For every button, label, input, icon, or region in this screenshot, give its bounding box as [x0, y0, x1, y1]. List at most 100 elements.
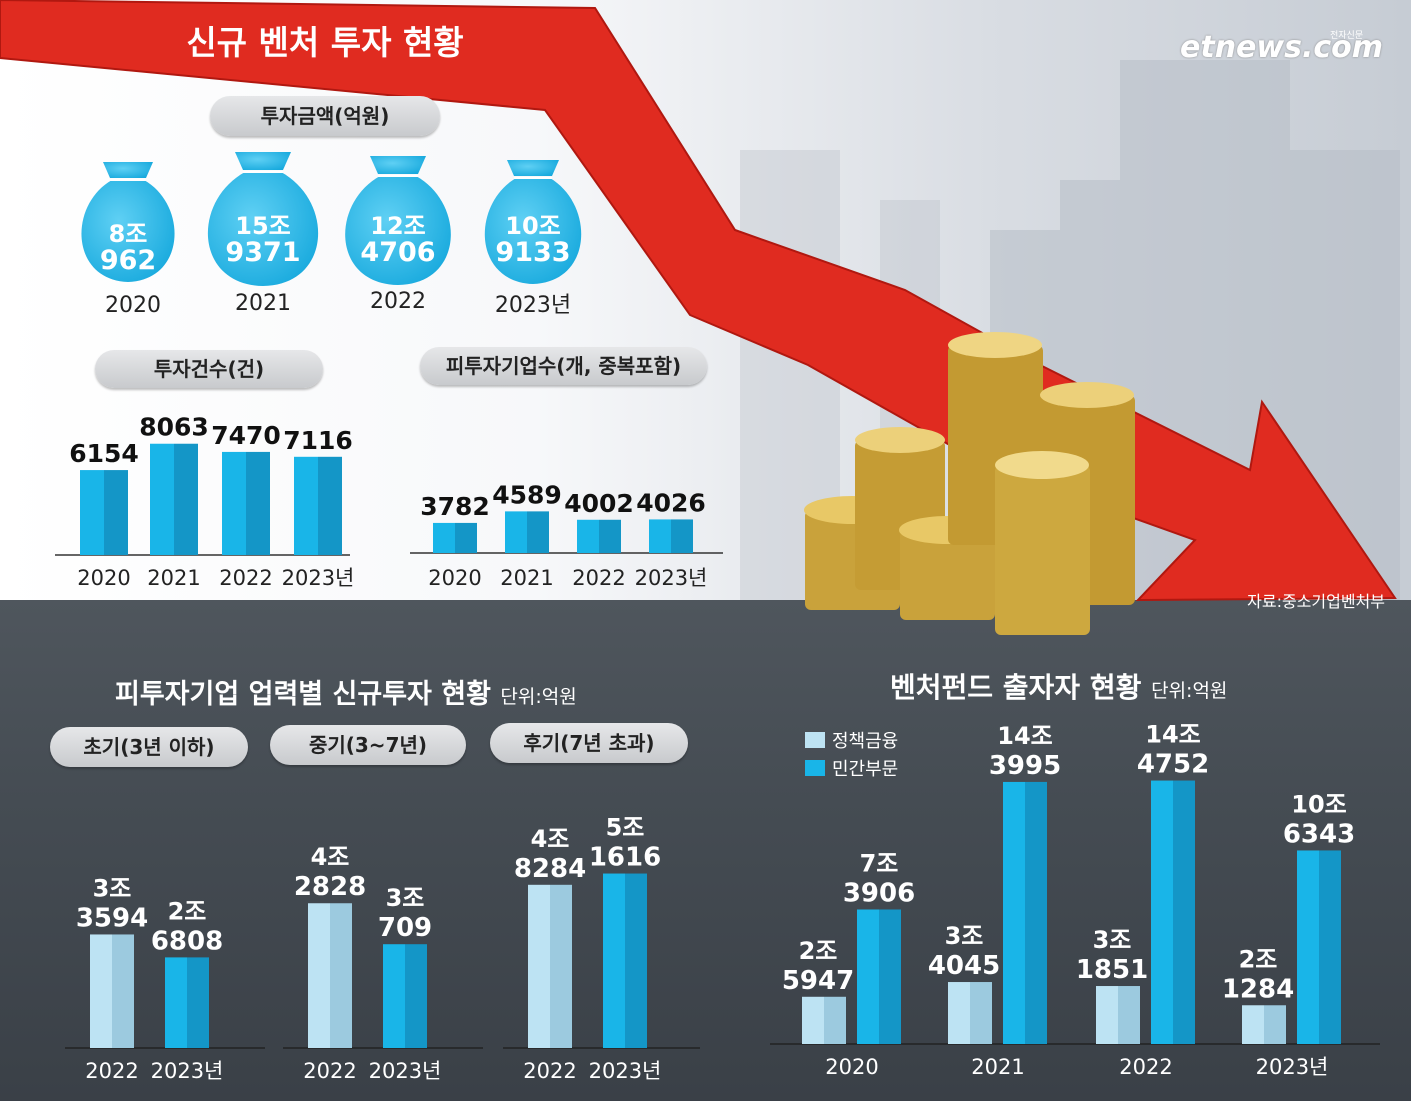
investment-count-chart: 6154 2020 8063 2021 7470 2022 7116 2023년 [55, 413, 354, 590]
gold-coins-icon [804, 332, 1135, 635]
x-tick-label: 2022 [219, 566, 272, 590]
bar [802, 996, 846, 1044]
unit-label: 단위:억원 [1151, 680, 1228, 702]
x-tick-label: 2023년 [151, 1059, 224, 1083]
chart-title-by-company-age: 피투자기업 업력별 신규투자 현황 단위:억원 [115, 672, 645, 711]
legend-label: 정책금융 [832, 731, 898, 752]
bar-value-label-top: 2조 [799, 937, 838, 965]
bar [80, 470, 128, 555]
bar-value-label-bottom: 2828 [294, 872, 366, 902]
brand-sub: 전자신문 [1330, 31, 1364, 41]
bar [222, 451, 270, 555]
bar [165, 957, 209, 1048]
bag-value-top: 15조 [235, 212, 291, 240]
legend-swatch [805, 760, 825, 776]
bar-value-label-top: 4조 [311, 843, 350, 871]
bar-value-label-bottom: 4045 [928, 951, 1000, 981]
decline-arrow-graphic [0, 0, 1397, 635]
bag-value-top: 12조 [370, 212, 426, 240]
group-label-late: 후기(7년 초과) [490, 723, 688, 763]
bar [433, 522, 477, 553]
bar [603, 873, 647, 1048]
bar-value-label-bottom: 5947 [782, 966, 854, 996]
bar-value-label-top: 14조 [1145, 721, 1200, 749]
fund-contributors-chart: 정책금융민간부문2조59477조390620203조404514조3995202… [770, 721, 1380, 1079]
x-tick-label: 2020 [428, 566, 481, 590]
bar-value-label-bottom: 4752 [1137, 750, 1209, 780]
bar-value-label-top: 2조 [1239, 945, 1278, 973]
x-tick-label: 2023년 [1256, 1055, 1329, 1079]
legend-swatch [805, 732, 825, 748]
bar [528, 884, 572, 1048]
bar-value-label: 8063 [139, 413, 209, 442]
bag-year: 2022 [370, 289, 426, 314]
x-tick-label: 2020 [77, 566, 130, 590]
bar [294, 456, 342, 555]
bar-value-label-bottom: 1284 [1222, 974, 1294, 1004]
x-tick-label: 2023년 [589, 1059, 662, 1083]
bar-value-label-top: 4조 [531, 825, 570, 853]
bag-value: 12조 4706 [348, 212, 448, 269]
chart-title-text: 벤처펀드 출자자 현황 [890, 671, 1142, 704]
x-tick-label: 2022 [572, 566, 625, 590]
money-bag-icon [484, 160, 582, 284]
bar [577, 519, 621, 553]
chart-title-text: 피투자기업 업력별 신규투자 현황 [115, 679, 491, 710]
group-label-mid: 중기(3~7년) [270, 725, 466, 765]
bar-value-label-bottom: 3906 [843, 878, 915, 908]
bag-year: 2023년 [494, 293, 572, 318]
bar [1242, 1005, 1286, 1044]
bar-value-label-top: 10조 [1291, 790, 1346, 818]
bar-value-label-top: 3조 [93, 874, 132, 902]
bar-value-label: 4026 [636, 488, 706, 517]
bar-value-label-bottom: 3594 [76, 903, 148, 933]
bar [505, 511, 549, 553]
bar-value-label-top: 3조 [945, 922, 984, 950]
x-tick-label: 2020 [825, 1055, 878, 1079]
bar-value-label-bottom: 8284 [514, 854, 586, 884]
bar-value-label-top: 7조 [860, 849, 899, 877]
unit-label: 단위:억원 [500, 686, 577, 708]
bag-value-bottom: 4706 [360, 237, 436, 269]
bag-value-top: 8조 [108, 220, 148, 248]
source-note: 자료:중소기업벤처부 [1247, 592, 1385, 611]
bar-value-label-bottom: 3995 [989, 751, 1061, 781]
bag-value-top: 10조 [505, 212, 561, 240]
x-tick-label: 2021 [971, 1055, 1024, 1079]
group-label-early: 초기(3년 이하) [50, 727, 248, 767]
legend-label: 민간부문 [832, 759, 898, 780]
bag-value: 15조 9371 [213, 212, 313, 268]
bar-value-label: 4002 [564, 489, 634, 518]
x-tick-label: 2021 [147, 566, 200, 590]
brand-name: etnews.com [1180, 30, 1384, 65]
bar-value-label: 7470 [211, 421, 281, 450]
bag-year: 2020 [105, 293, 161, 318]
bar [1096, 986, 1140, 1044]
bag-value: 8조 962 [83, 220, 173, 277]
money-bags [81, 152, 582, 286]
bar-value-label: 7116 [283, 426, 353, 455]
bar [308, 903, 352, 1048]
x-tick-label: 2022 [85, 1059, 138, 1083]
x-tick-label: 2021 [500, 566, 553, 590]
bag-value-bottom: 962 [99, 245, 157, 277]
brand-logo: etnews.com 전자신문 [1180, 30, 1384, 70]
bar-value-label-top: 5조 [606, 814, 645, 842]
invested-companies-chart: 3782 2020 4589 2021 4002 2022 4026 2023년 [410, 480, 723, 590]
bar [90, 934, 134, 1048]
x-tick-label: 2022 [523, 1059, 576, 1083]
bar-value-label-top: 2조 [168, 897, 207, 925]
x-tick-label: 2022 [303, 1059, 356, 1083]
bar [1297, 850, 1341, 1044]
x-tick-label: 2022 [1119, 1055, 1172, 1079]
bar [857, 909, 901, 1044]
bag-year: 2021 [235, 291, 291, 316]
x-tick-label: 2023년 [369, 1059, 442, 1083]
bar-value-label-top: 3조 [1093, 926, 1132, 954]
bar-value-label-top: 14조 [997, 722, 1052, 750]
bar-value-label-bottom: 1616 [589, 843, 661, 873]
chart-title-investment-count: 투자건수(건) [95, 350, 323, 388]
money-bag-icon [207, 152, 319, 286]
bar [649, 519, 693, 553]
bar-value-label: 6154 [69, 439, 139, 468]
